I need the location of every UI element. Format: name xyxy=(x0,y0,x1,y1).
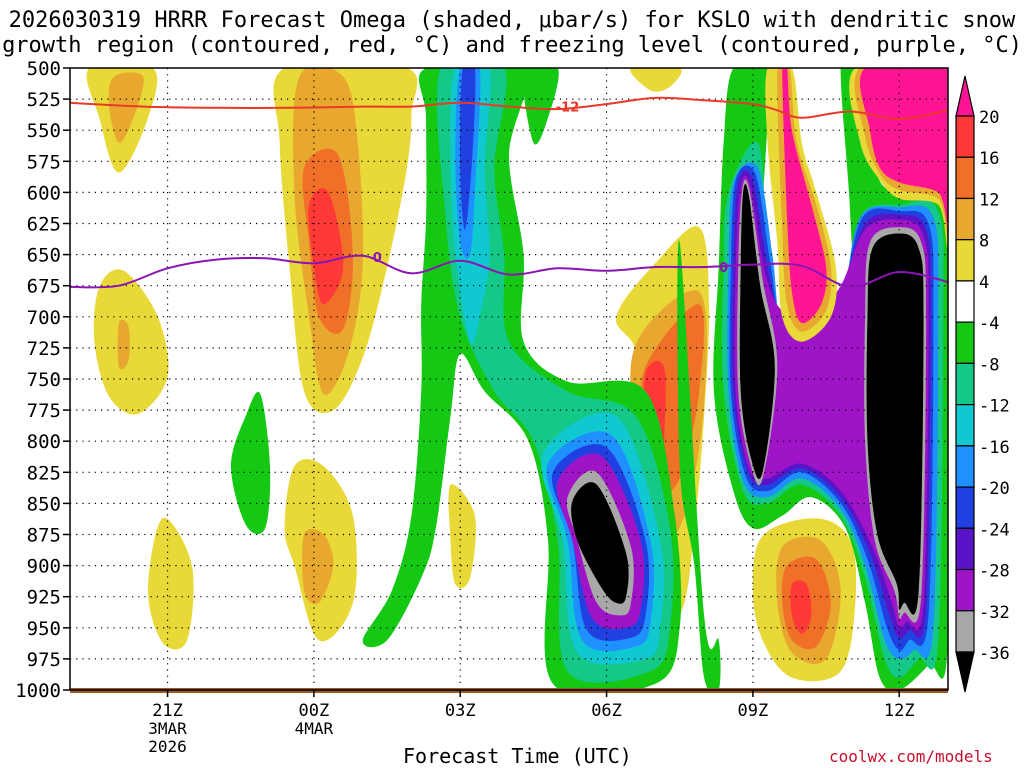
colorbar-label: 12 xyxy=(979,190,999,210)
x-tick-date: 4MAR xyxy=(295,719,334,738)
omega-region-43 xyxy=(739,183,775,480)
x-tick-label: 21Z xyxy=(152,701,183,721)
y-tick-label: 950 xyxy=(27,618,61,640)
omega-region-1 xyxy=(108,72,144,143)
colorbar-segment xyxy=(955,362,975,406)
dgz-contour-label: -12 xyxy=(556,101,580,116)
colorbar-label: 8 xyxy=(979,232,989,252)
freezing-level-label: 0 xyxy=(373,251,382,266)
y-tick-label: 550 xyxy=(27,120,61,142)
y-tick-label: 525 xyxy=(27,89,61,111)
x-tick-label: 00Z xyxy=(299,701,330,721)
colorbar-segment xyxy=(955,280,975,323)
chart-title-line-1: 2026030319 HRRR Forecast Omega (shaded, … xyxy=(8,8,1016,33)
colorbar-segment xyxy=(955,527,975,571)
omega-region-49 xyxy=(782,68,827,324)
y-tick-label: 900 xyxy=(27,556,61,578)
credit-link[interactable]: coolwx.com/models xyxy=(829,747,993,766)
colorbar-label: 4 xyxy=(979,273,989,293)
y-tick-label: 850 xyxy=(27,493,61,515)
colorbar: 20 16 12 8 4 -4 -8 -12 -16 -20 -24 -28 -32 -36 xyxy=(955,75,1010,693)
omega-region-20 xyxy=(790,580,812,634)
x-tick-year: 2026 xyxy=(148,737,187,756)
colorbar-label: 16 xyxy=(979,149,999,169)
x-axis-title: Forecast Time (UTC) xyxy=(403,744,632,768)
y-tick-label: 800 xyxy=(27,431,61,453)
colorbar-label: -28 xyxy=(979,562,1010,582)
colorbar-segment xyxy=(955,486,975,529)
omega-region-30 xyxy=(460,68,476,230)
omega-region-16 xyxy=(630,68,682,92)
dgz-contour-line xyxy=(70,96,948,121)
freezing-level-label: 0 xyxy=(719,261,728,276)
omega-region-34 xyxy=(571,482,629,604)
y-tick-label: 825 xyxy=(27,462,61,484)
colorbar-label: -12 xyxy=(979,397,1010,417)
colorbar-label: -24 xyxy=(979,520,1010,540)
colorbar-label: 20 xyxy=(979,108,999,128)
y-tick-label: 1000 xyxy=(15,680,61,702)
y-tick-label: 775 xyxy=(27,400,61,422)
y-tick-label: 500 xyxy=(27,58,61,80)
y-tick-label: 750 xyxy=(27,369,61,391)
x-tick-label: 06Z xyxy=(591,701,622,721)
omega-region-24 xyxy=(677,240,721,690)
colorbar-segment xyxy=(955,321,975,364)
colorbar-segment xyxy=(955,404,975,447)
x-tick-label: 03Z xyxy=(445,701,476,721)
y-tick-label: 650 xyxy=(27,245,61,267)
omega-region-50 xyxy=(860,68,948,224)
omega-region-21 xyxy=(231,391,271,535)
x-tick-date: 3MAR xyxy=(148,719,187,738)
y-tick-label: 725 xyxy=(27,338,61,360)
freezing-level-line xyxy=(70,254,948,289)
omega-region-10 xyxy=(148,517,194,650)
colorbar-label: -4 xyxy=(979,314,999,334)
x-tick-label: 09Z xyxy=(738,701,769,721)
colorbar-bottom-arrow xyxy=(955,651,975,693)
colorbar-segment xyxy=(955,568,975,612)
omega-region-23 xyxy=(522,68,559,145)
y-tick-label: 575 xyxy=(27,151,61,173)
colorbar-top-arrow xyxy=(955,75,975,117)
colorbar-segment xyxy=(955,197,975,241)
contour-lines: -12 0 0 xyxy=(70,96,948,289)
y-tick-label: 600 xyxy=(27,182,61,204)
colorbar-segment xyxy=(955,610,975,653)
y-tick-label: 925 xyxy=(27,587,61,609)
y-tick-label: 625 xyxy=(27,214,61,236)
chart-title-line-2: growth region (contoured, red, °C) and f… xyxy=(2,33,1022,58)
y-tick-label: 700 xyxy=(27,307,61,329)
colorbar-segment xyxy=(955,156,975,200)
y-tick-label: 675 xyxy=(27,276,61,298)
colorbar-segment xyxy=(955,445,975,488)
omega-region-44 xyxy=(866,233,924,615)
colorbar-label: -20 xyxy=(979,479,1010,499)
colorbar-segment xyxy=(955,115,975,158)
x-tick-label: 12Z xyxy=(884,701,915,721)
grid-lines xyxy=(70,68,948,690)
omega-region-2 xyxy=(93,269,169,415)
y-axis: 500 525 550 575 600 625 650 675 700 725 750 775 800 8… xyxy=(15,58,70,702)
omega-region-7 xyxy=(308,188,344,305)
colorbar-label: -16 xyxy=(979,438,1010,458)
omega-region-3 xyxy=(117,319,130,370)
omega-region-9 xyxy=(301,528,334,605)
colorbar-label: -32 xyxy=(979,603,1010,623)
colorbar-segment xyxy=(955,239,975,282)
y-tick-label: 975 xyxy=(27,649,61,671)
colorbar-label: -36 xyxy=(979,644,1010,664)
colorbar-label: -8 xyxy=(979,355,999,375)
omega-region-11 xyxy=(448,484,476,589)
y-tick-label: 875 xyxy=(27,525,61,547)
